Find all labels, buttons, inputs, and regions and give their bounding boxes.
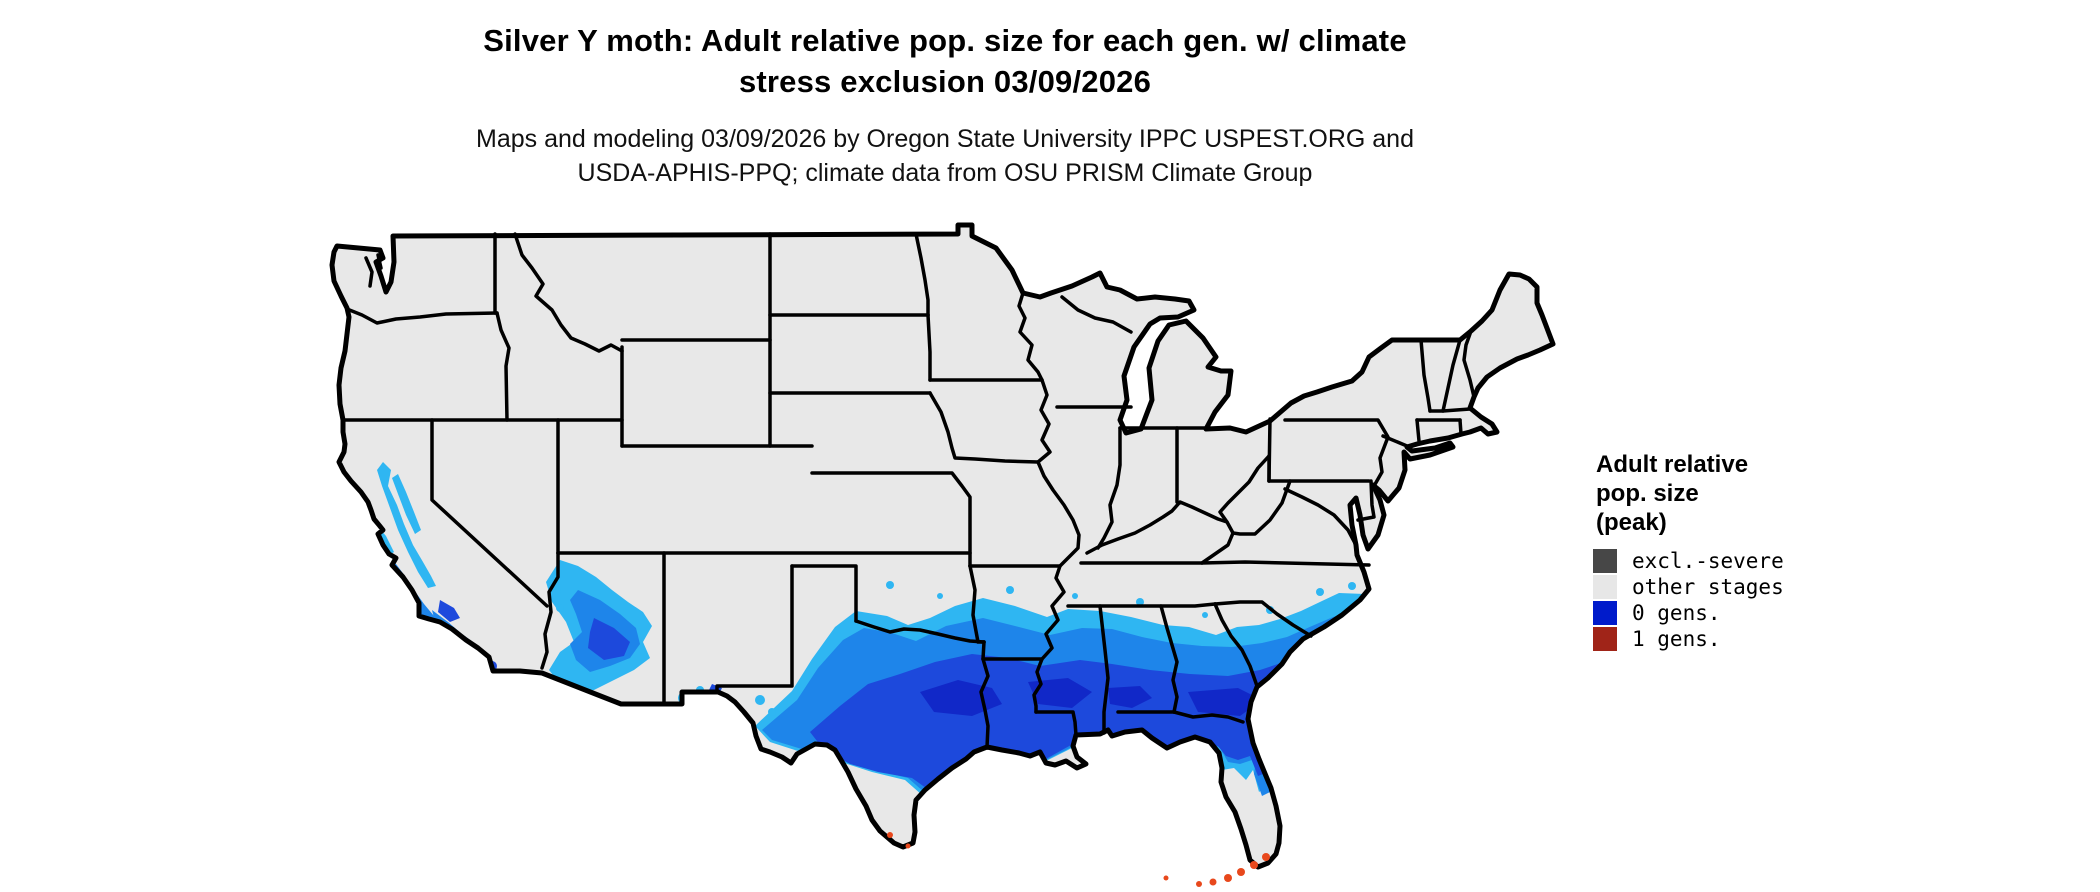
other-stages-swatch [1593,575,1617,599]
legend-title-line-2: pop. size [1596,480,1699,507]
state-borders [341,232,1476,749]
legend-item-label: 1 gens. [1632,627,1721,651]
gen1-areas [887,832,1270,887]
gen0-swatch [1593,601,1617,625]
map-subtitle: Maps and modeling 03/09/2026 by Oregon S… [0,122,1890,190]
legend: Adult relative pop. size (peak) excl.-se… [1593,450,1833,653]
legend-title-line-3: (peak) [1596,509,1667,536]
map-title: Silver Y moth: Adult relative pop. size … [0,20,1890,102]
subtitle-line-1: Maps and modeling 03/09/2026 by Oregon S… [476,125,1414,153]
legend-item-label: excl.-severe [1632,549,1784,573]
subtitle-line-2: USDA-APHIS-PPQ; climate data from OSU PR… [577,159,1313,187]
legend-item-0-gens: 0 gens. [1593,601,1833,625]
legend-title-line-1: Adult relative [1596,451,1749,478]
legend-item-1-gens: 1 gens. [1593,627,1833,651]
excl-severe-swatch [1593,549,1617,573]
legend-title: Adult relative pop. size (peak) [1596,450,1833,537]
title-line-2: stress exclusion 03/09/2026 [738,64,1152,99]
gen1-swatch [1593,627,1617,651]
legend-item-label: 0 gens. [1632,601,1721,625]
legend-item-label: other stages [1632,575,1784,599]
title-line-1: Silver Y moth: Adult relative pop. size … [483,23,1407,58]
legend-item-other-stages: other stages [1593,575,1833,599]
legend-item-excl-severe: excl.-severe [1593,549,1833,573]
